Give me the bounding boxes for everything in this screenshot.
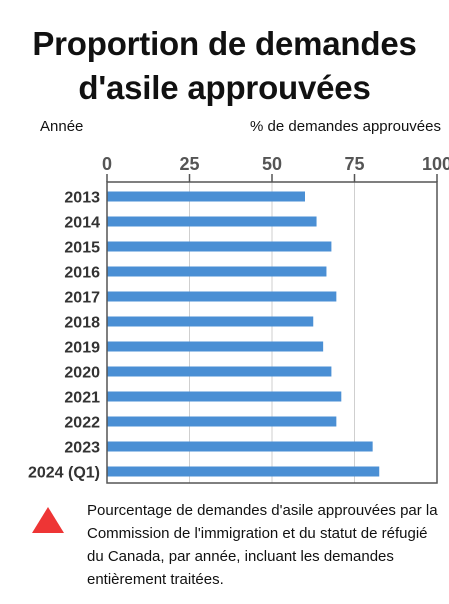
bar-2023 <box>107 441 373 452</box>
bar-2016 <box>107 266 327 277</box>
x-tick-labels: 0 25 50 75 100 <box>102 154 449 182</box>
bar-2013 <box>107 191 305 202</box>
bar-2019 <box>107 341 324 352</box>
category-label: 2014 <box>64 215 100 232</box>
chart-title: Proportion de demandes d'asile approuvée… <box>0 22 449 110</box>
category-label: 2017 <box>64 290 100 307</box>
category-label: 2018 <box>64 315 100 332</box>
x-tick-label: 25 <box>179 154 199 174</box>
category-label: 2019 <box>64 340 100 357</box>
category-label: 2024 (Q1) <box>28 465 100 482</box>
bar-2018 <box>107 316 314 327</box>
bar-2022 <box>107 416 337 427</box>
footnote: Pourcentage de demandes d'asile approuvé… <box>87 502 438 588</box>
x-tick-label: 50 <box>262 154 282 174</box>
category-label: 2015 <box>64 240 100 257</box>
category-label: 2022 <box>64 415 100 432</box>
bar-2015 <box>107 241 332 252</box>
category-label: 2023 <box>64 440 100 457</box>
bar-2020 <box>107 366 332 377</box>
category-label: 2021 <box>64 390 100 407</box>
category-labels: 2013 2014 2015 2016 2017 2018 2019 2020 2021 2022… <box>28 190 100 482</box>
grid-lines <box>106 182 438 483</box>
x-axis-label: % de demandes approuvées <box>250 118 441 135</box>
bar-2014 <box>107 216 317 227</box>
chart-title-line-2: d'asile approuvées <box>78 69 371 106</box>
category-label: 2020 <box>64 365 100 382</box>
plot-frame <box>106 181 438 484</box>
category-label: 2016 <box>64 265 100 282</box>
bar-2017 <box>107 291 337 302</box>
category-label: 2013 <box>64 190 100 207</box>
bars <box>107 191 380 477</box>
chart-title-line-1: Proportion de demandes <box>32 25 417 62</box>
bar-2024-Q1 <box>107 466 380 477</box>
x-tick-label: 75 <box>344 154 364 174</box>
warning-triangle-icon <box>32 507 64 533</box>
y-axis-label: Année <box>40 118 84 135</box>
x-tick-label: 0 <box>102 154 112 174</box>
bar-2021 <box>107 391 342 402</box>
bar-chart: 0 25 50 75 100 20132014201520162017201820192… <box>28 154 449 484</box>
x-tick-label: 100 <box>422 154 449 174</box>
